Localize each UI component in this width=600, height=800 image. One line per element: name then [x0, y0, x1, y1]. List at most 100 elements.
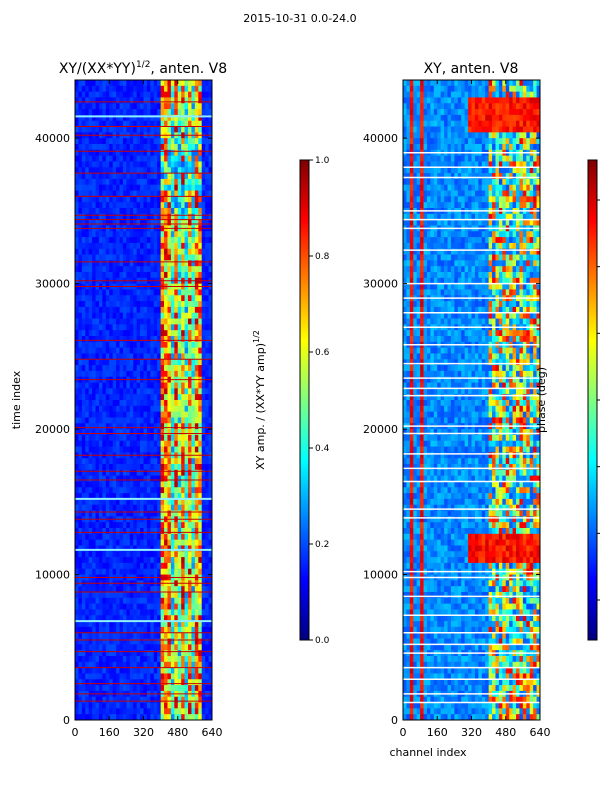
- phase-cell: [519, 138, 524, 145]
- amp-cell: [157, 213, 162, 221]
- phase-cell: [492, 85, 496, 93]
- phase-cell: [509, 132, 513, 139]
- amp-cell: [81, 80, 86, 87]
- amp-colorbar: 0.00.20.40.60.81.0 XY amp. / (XX*YY amp)…: [252, 156, 330, 646]
- amp-cell: [126, 365, 131, 372]
- amp-cell: [112, 696, 117, 703]
- amp-cell: [85, 644, 90, 651]
- amp-cell: [88, 458, 93, 465]
- amp-cell: [191, 522, 196, 529]
- amp-cell: [119, 173, 124, 180]
- amp-cell: [81, 347, 86, 354]
- amp-cell: [160, 324, 165, 331]
- amp-cell: [102, 464, 107, 471]
- amp-cell: [143, 155, 148, 162]
- amp-cell: [208, 289, 213, 296]
- amp-cell: [136, 114, 141, 122]
- amp-cell: [105, 562, 110, 570]
- amp-cell: [122, 382, 127, 389]
- amp-cell: [105, 656, 110, 663]
- amp-cell: [92, 330, 96, 337]
- amp-cell: [146, 609, 151, 616]
- amp-cell: [116, 650, 120, 657]
- amp-cell: [167, 196, 172, 203]
- phase-cell: [454, 132, 459, 139]
- phase-cell: [426, 138, 431, 145]
- amp-cell: [122, 97, 127, 104]
- amp-cell: [85, 562, 90, 570]
- amp-cell: [191, 493, 196, 500]
- amp-cell: [81, 626, 86, 634]
- amp-cell: [98, 138, 103, 145]
- amp-cell: [188, 405, 192, 413]
- amp-cell: [85, 341, 90, 349]
- amp-cell: [167, 231, 172, 238]
- amp-cell: [126, 522, 131, 529]
- amp-cell: [129, 626, 134, 634]
- amp-cell: [98, 254, 103, 261]
- amp-cell: [191, 144, 196, 151]
- amp-cell: [174, 400, 179, 407]
- amp-cell: [95, 167, 100, 174]
- amp-cell: [95, 714, 100, 721]
- phase-cell: [512, 91, 517, 98]
- amp-cell: [184, 434, 189, 442]
- amp-cell: [105, 464, 110, 471]
- amp-cell: [129, 149, 134, 157]
- amp-cell: [188, 562, 192, 570]
- amp-cell: [208, 109, 213, 116]
- amp-cell: [146, 202, 151, 209]
- amp-cell: [177, 144, 182, 151]
- amp-cell: [88, 196, 93, 203]
- phase-cell: [406, 144, 411, 151]
- amp-cell: [75, 469, 79, 477]
- phase-cell: [433, 97, 438, 104]
- amp-cell: [81, 469, 86, 477]
- amp-cell: [184, 528, 189, 535]
- amp-cell: [153, 597, 158, 605]
- amp-cell: [167, 632, 172, 639]
- amp-cell: [116, 644, 120, 651]
- amp-cell: [205, 167, 209, 174]
- amp-cell: [198, 318, 203, 325]
- phase-cell: [481, 114, 486, 122]
- amp-cell: [136, 487, 141, 494]
- amp-cell: [95, 213, 100, 221]
- phase-cell: [426, 120, 431, 127]
- amp-cell: [160, 388, 165, 395]
- amp-cell: [85, 97, 90, 104]
- amp-cell: [157, 615, 162, 622]
- amp-cell: [170, 504, 175, 511]
- amp-cell: [133, 714, 138, 721]
- phase-cell: [461, 120, 466, 127]
- amp-cell: [92, 149, 96, 157]
- amp-cell: [78, 632, 83, 639]
- amp-cell: [112, 650, 117, 657]
- amp-cell: [201, 202, 206, 209]
- amp-cell: [119, 446, 124, 453]
- amp-cell: [102, 621, 107, 628]
- amp-cell: [153, 493, 158, 500]
- amp-cell: [205, 219, 209, 226]
- amp-cell: [119, 434, 124, 442]
- phase-cell: [468, 97, 472, 104]
- amp-cell: [167, 254, 172, 261]
- amp-cell: [92, 120, 96, 127]
- amp-cell: [194, 266, 199, 273]
- amp-cell: [177, 120, 182, 127]
- amp-cell: [85, 551, 90, 558]
- amp-cell: [177, 359, 182, 366]
- amp-cell: [133, 615, 138, 622]
- amp-cell: [81, 667, 86, 674]
- amp-cell: [188, 592, 192, 599]
- phase-cell: [450, 97, 455, 104]
- amp-cell: [167, 679, 172, 686]
- amp-cell: [208, 405, 213, 413]
- amp-cell: [129, 644, 134, 651]
- amp-cell: [177, 679, 182, 686]
- amp-cell: [194, 208, 199, 215]
- amp-cell: [133, 370, 138, 378]
- amp-cell: [85, 592, 90, 599]
- amp-cell: [133, 173, 138, 180]
- phase-cell: [440, 144, 445, 151]
